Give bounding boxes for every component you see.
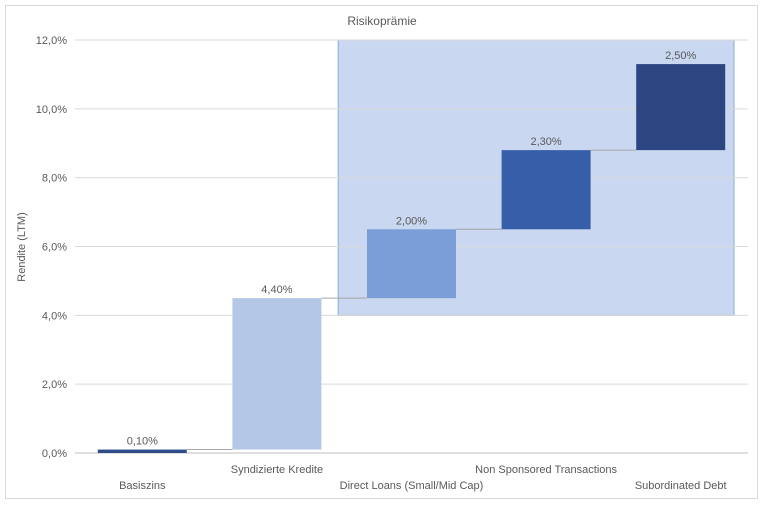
y-axis-ticks: 0,0% 2,0% 4,0% 6,0% 8,0% 10,0% 12,0% xyxy=(36,35,67,460)
y-tick-label: 0,0% xyxy=(42,448,67,460)
connector-lines xyxy=(186,149,637,451)
bars xyxy=(97,64,726,453)
data-label: 2,50% xyxy=(665,50,696,62)
data-label: 0,10% xyxy=(127,436,158,448)
chart-title: Risikoprämie xyxy=(347,14,417,28)
data-label: 4,40% xyxy=(261,284,292,296)
bar xyxy=(367,229,456,299)
y-tick-label: 12,0% xyxy=(36,35,67,47)
x-tick-label: Syndizierte Kredite xyxy=(231,464,323,476)
y-tick-label: 10,0% xyxy=(36,104,67,116)
y-tick-label: 6,0% xyxy=(42,242,67,254)
bar xyxy=(636,64,726,151)
x-tick-label: Subordinated Debt xyxy=(635,480,727,492)
y-tick-label: 8,0% xyxy=(42,173,67,185)
data-label: 2,30% xyxy=(530,136,561,148)
bar xyxy=(97,449,187,453)
x-tick-label: Non Sponsored Transactions xyxy=(475,464,617,476)
bar xyxy=(501,150,591,230)
x-tick-label: Basiszins xyxy=(119,480,166,492)
y-tick-label: 2,0% xyxy=(42,379,67,391)
y-tick-label: 4,0% xyxy=(42,310,67,322)
gridlines xyxy=(75,39,748,454)
y-axis-label: Rendite (LTM) xyxy=(16,212,28,281)
x-tick-label: Direct Loans (Small/Mid Cap) xyxy=(340,480,484,492)
x-axis-ticks: Basiszins Syndizierte Kredite Direct Loans… xyxy=(119,464,727,492)
bar xyxy=(232,298,322,450)
data-labels: 0,10% 4,40% 2,00% 2,30% 2,50% xyxy=(127,50,697,447)
data-label: 2,00% xyxy=(396,215,427,227)
